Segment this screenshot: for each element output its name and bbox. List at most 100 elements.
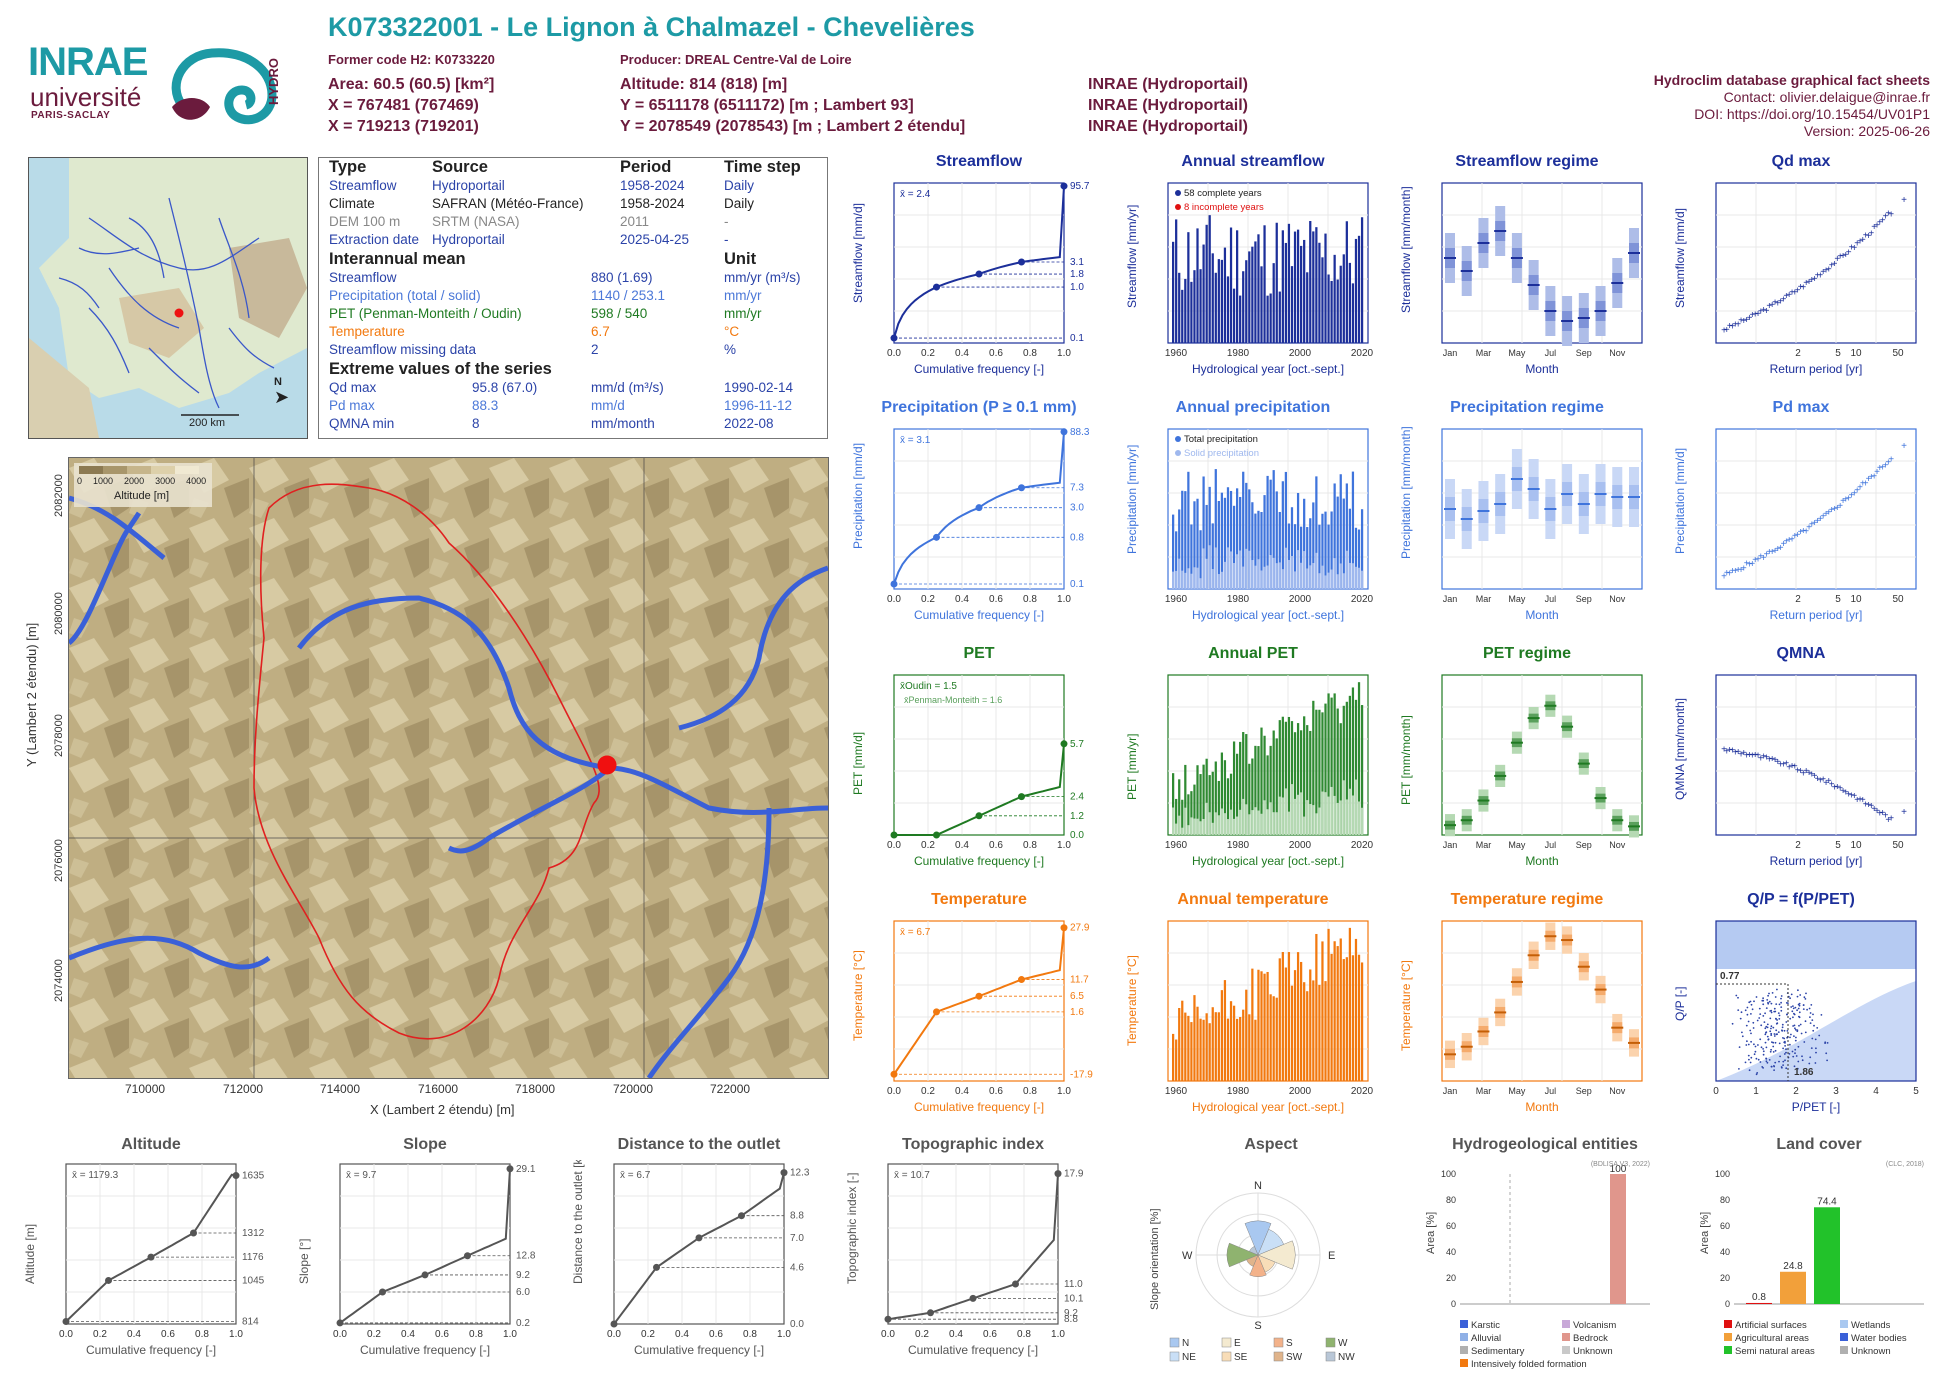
data-point: +: [1772, 298, 1778, 309]
data-point: +: [1803, 278, 1809, 289]
bar: [1287, 559, 1291, 589]
data-point: [1783, 1041, 1786, 1044]
data-point: [1796, 1029, 1799, 1032]
bar: [1327, 796, 1330, 835]
data-point: +: [1874, 467, 1880, 478]
data-point: +: [1812, 274, 1818, 285]
data-point: [1784, 1059, 1786, 1062]
bar: [1303, 239, 1306, 343]
data-point: +: [1834, 254, 1840, 265]
data-point: +: [1758, 307, 1764, 318]
altitude-legend-label: Altitude [m]: [114, 490, 170, 502]
catchment-map: 0 1000 2000 3000 4000 Altitude [m]: [68, 457, 829, 1079]
data-point: [1766, 1026, 1769, 1029]
bar: [1251, 246, 1254, 343]
bar: [1245, 482, 1248, 589]
data-point: [1778, 1003, 1781, 1006]
data-point: [1770, 1025, 1773, 1028]
legend-label: Agricultural areas: [1735, 1333, 1809, 1344]
legend-label: 58 complete years: [1184, 188, 1262, 199]
data-point: [1786, 1030, 1789, 1032]
bar: [1260, 511, 1263, 589]
x-tick: 0.4: [949, 1329, 963, 1340]
data-point: +: [1817, 775, 1823, 786]
data-point: +: [1795, 765, 1801, 776]
x-tick: 1960: [1165, 1086, 1188, 1097]
bar: [1242, 471, 1245, 589]
data-point: [1798, 1015, 1800, 1018]
quantile-label: 1.6: [1070, 1007, 1084, 1018]
cdf-line: [65, 1173, 237, 1323]
bar: [1232, 563, 1236, 589]
data-point: [1789, 997, 1791, 1000]
x-tick: 716000: [418, 1082, 459, 1096]
x-tick: 1.0: [1051, 1329, 1065, 1340]
data-point: [1754, 1045, 1757, 1048]
data-point: +: [1885, 815, 1891, 826]
hydro-label: HYDRO: [266, 58, 281, 105]
data-point: [1777, 1012, 1780, 1014]
y-axis-label: Distance to the outlet [km]: [571, 1160, 585, 1284]
data-point: +: [1786, 535, 1792, 546]
bar-label: 100: [1610, 1164, 1627, 1175]
data-point: +: [1778, 760, 1784, 771]
data-point: [1755, 996, 1758, 998]
data-point: [1796, 995, 1799, 998]
data-point: [1814, 1038, 1817, 1041]
contact[interactable]: Contact: olivier.delaigue@inrae.fr: [1723, 89, 1930, 105]
bar: [1229, 1001, 1233, 1081]
bar: [1269, 745, 1272, 835]
bar: [1181, 1000, 1184, 1081]
bar: [1296, 550, 1300, 589]
data-point: [1731, 1022, 1734, 1025]
data-point: [1775, 1018, 1777, 1020]
data-point: +: [1854, 239, 1860, 250]
data-point: [1750, 1056, 1753, 1059]
data-point: +: [1832, 783, 1838, 794]
data-point: +: [1758, 552, 1764, 563]
data-point: [1775, 1029, 1778, 1032]
data-point: +: [1755, 309, 1761, 320]
bar: [1330, 569, 1333, 589]
bar: [1269, 555, 1272, 589]
x-axis-label: Month: [1525, 1100, 1558, 1114]
y-axis-label: Precipitation [mm/month]: [1399, 426, 1413, 559]
x-axis-label: Cumulative frequency [-]: [908, 1343, 1038, 1357]
data-point: +: [1803, 766, 1809, 777]
bar: [1333, 558, 1336, 589]
data-point: +: [1901, 807, 1907, 818]
inrae-logo: INRAE: [28, 40, 148, 84]
bar: [1242, 798, 1245, 835]
bar: [1342, 959, 1345, 1081]
bar: [1178, 509, 1181, 589]
x-tick: 5: [1913, 1086, 1919, 1097]
svg-text:2074000: 2074000: [53, 959, 65, 1002]
data-point: +: [1766, 547, 1772, 558]
bar: [1306, 272, 1309, 343]
data-point: [1746, 1006, 1749, 1009]
info-table: Type Source Period Time step Streamflow Hyd…: [318, 157, 828, 439]
data-point: +: [1826, 264, 1832, 275]
plot-frame: [1715, 182, 1917, 344]
data-point: [1765, 1057, 1768, 1060]
data-point: [1762, 1053, 1765, 1056]
doi-link[interactable]: DOI: https://doi.org/10.15454/UV01P1: [1694, 106, 1930, 122]
bar: [1312, 700, 1315, 835]
bar: [1293, 732, 1297, 835]
cdf-line: [339, 1168, 511, 1324]
data-point: +: [1820, 511, 1826, 522]
data-point: [1764, 1012, 1766, 1015]
bar: [1205, 758, 1208, 835]
y-tick: 80: [1720, 1195, 1730, 1205]
legend-label: Wetlands: [1851, 1320, 1891, 1331]
data-point: +: [1738, 565, 1744, 576]
bar: [1281, 797, 1284, 835]
data-point: [1798, 1024, 1800, 1027]
bar: [1318, 807, 1321, 835]
data-point: [1759, 1013, 1762, 1015]
data-point: +: [1724, 568, 1730, 579]
bar: [1287, 811, 1291, 835]
bar: [1348, 788, 1352, 835]
x-axis-label: Cumulative frequency [-]: [914, 362, 1044, 376]
x-tick: 1980: [1227, 840, 1250, 851]
